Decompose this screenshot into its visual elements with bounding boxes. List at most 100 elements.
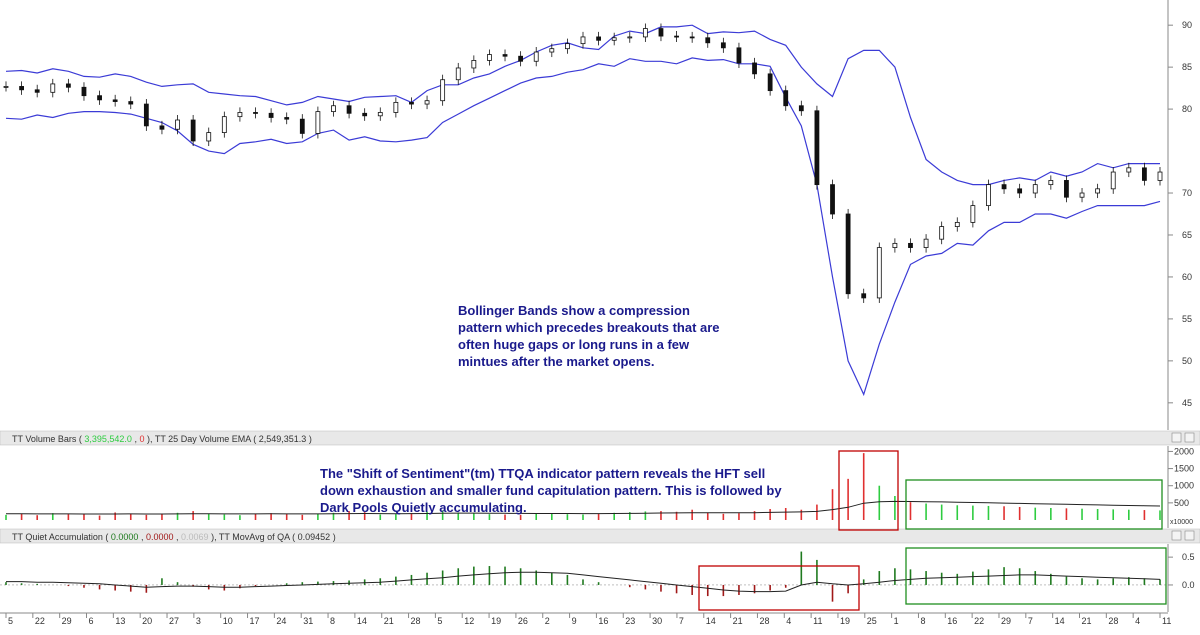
x-tick-label: 27 xyxy=(169,616,179,626)
price-candle xyxy=(705,37,711,44)
x-tick-label: 29 xyxy=(62,616,72,626)
volume-y-tick-label: 1000 xyxy=(1174,481,1194,491)
price-candle xyxy=(970,205,976,223)
bollinger-annotation: Bollinger Bands show a compression patte… xyxy=(458,303,720,369)
price-y-tick-label: 70 xyxy=(1182,188,1192,198)
x-axis: 5 22 29 6 13 20 27 3 10 17 24 31 8 14 21 28 5 12 19 26 2 9 16 2… xyxy=(0,612,1171,626)
x-tick-label: 11 xyxy=(1162,616,1171,626)
volume-legend-value-1: 3,395,542.0 xyxy=(84,434,132,444)
price-candle xyxy=(268,112,274,118)
x-tick-label: 28 xyxy=(759,616,769,626)
price-candle xyxy=(487,54,492,61)
volume-panel-close-button[interactable] xyxy=(1184,432,1195,443)
price-candle xyxy=(284,117,290,120)
volume-y-tick-label: 2000 xyxy=(1174,446,1194,456)
volume-ema-value: 2,549,351.3 xyxy=(259,434,307,444)
price-candle xyxy=(143,103,149,127)
x-tick-label: 30 xyxy=(652,616,662,626)
x-tick-label: 26 xyxy=(518,616,528,626)
qa-title: TT Quiet Accumulation xyxy=(12,532,103,542)
qa-panel-close-button[interactable] xyxy=(1184,530,1195,541)
volume-y-tick-label: 500 xyxy=(1174,498,1189,508)
x-tick-label: 5 xyxy=(8,616,13,626)
price-candle xyxy=(471,60,477,69)
price-candle xyxy=(50,83,56,93)
price-candle xyxy=(19,86,24,91)
x-tick-label: 4 xyxy=(1135,616,1140,626)
x-tick-label: 13 xyxy=(115,616,125,626)
volume-ema-title: TT 25 Day Volume EMA xyxy=(155,434,251,444)
price-candle xyxy=(128,101,134,105)
price-panel: 90 85 80 70 65 60 55 50 45 xyxy=(3,0,1192,430)
price-candle xyxy=(533,51,539,62)
x-tick-label: 11 xyxy=(813,616,822,626)
price-candle xyxy=(736,47,742,64)
price-candle xyxy=(112,99,118,102)
bollinger-lower-band xyxy=(5,57,1161,397)
x-tick-label: 9 xyxy=(572,616,577,626)
x-tick-label: 21 xyxy=(1081,616,1091,626)
x-tick-label: 19 xyxy=(491,616,501,626)
price-candle xyxy=(237,112,243,118)
qa-y-tick-label: 0.0 xyxy=(1182,580,1195,590)
x-tick-label: 6 xyxy=(89,616,94,626)
x-tick-label: 17 xyxy=(250,616,260,626)
x-tick-label: 3 xyxy=(196,616,201,626)
x-tick-label: 7 xyxy=(1028,616,1033,626)
accumulation-volume-highlight-box xyxy=(905,479,1163,530)
price-candle xyxy=(986,184,991,207)
volume-legend-value-2: 0 xyxy=(139,434,144,444)
price-candle xyxy=(1079,192,1085,198)
price-candle xyxy=(3,86,9,88)
x-tick-label: 29 xyxy=(1001,616,1011,626)
price-candle xyxy=(908,242,913,248)
price-candle xyxy=(767,73,773,92)
price-candle xyxy=(845,213,851,295)
x-tick-label: 8 xyxy=(330,616,335,626)
qa-panel: TT Quiet Accumulation ( 0.0000 , 0.0000 … xyxy=(0,528,1200,612)
price-candle xyxy=(752,62,757,75)
price-candle xyxy=(658,28,664,37)
price-candle xyxy=(65,83,71,88)
price-candle xyxy=(518,55,524,62)
price-candle xyxy=(1157,171,1163,181)
price-candle xyxy=(455,67,461,81)
price-candle xyxy=(1095,188,1101,194)
price-y-tick-label: 80 xyxy=(1182,104,1192,114)
price-candle xyxy=(362,112,368,117)
qa-mavg-value: 0.09452 xyxy=(298,532,331,542)
qa-moving-average-line xyxy=(6,571,1161,593)
price-y-tick-label: 55 xyxy=(1182,314,1192,324)
price-candle xyxy=(1064,180,1069,198)
price-candle xyxy=(440,79,446,102)
x-tick-label: 21 xyxy=(733,616,743,626)
price-candle xyxy=(502,54,508,57)
price-candle xyxy=(299,118,305,134)
volume-panel-header xyxy=(0,430,1200,446)
x-tick-label: 22 xyxy=(974,616,984,626)
x-tick-label: 8 xyxy=(920,616,925,626)
price-candle xyxy=(1001,184,1007,190)
price-candle xyxy=(689,36,695,39)
x-tick-label: 14 xyxy=(357,616,367,626)
price-y-tick-label: 45 xyxy=(1182,398,1192,408)
price-candle xyxy=(331,105,336,113)
svg-text:TT Quiet Accumulation: TT Quiet Accumulation ( 0.0000 , 0.0000 … xyxy=(12,532,336,542)
x-tick-label: 19 xyxy=(840,616,850,626)
x-tick-label: 20 xyxy=(142,616,152,626)
qa-panel-restore-button[interactable] xyxy=(1171,530,1182,541)
qa-y-tick-label: 0.5 xyxy=(1182,552,1195,562)
price-candle xyxy=(674,35,679,38)
qa-legend-value-3: 0.0069 xyxy=(181,532,209,542)
price-candle xyxy=(424,100,430,105)
volume-panel-restore-button[interactable] xyxy=(1171,432,1182,443)
price-candle xyxy=(1048,180,1054,186)
volume-unit-label: x10000 xyxy=(1170,519,1193,526)
price-y-tick-label: 85 xyxy=(1182,62,1192,72)
shift-of-sentiment-annotation: The "Shift of Sentiment"(tm) TTQA indica… xyxy=(320,466,782,515)
price-candle xyxy=(34,89,40,93)
x-tick-label: 31 xyxy=(303,616,313,626)
x-tick-label: 7 xyxy=(679,616,684,626)
price-candle xyxy=(377,112,383,117)
